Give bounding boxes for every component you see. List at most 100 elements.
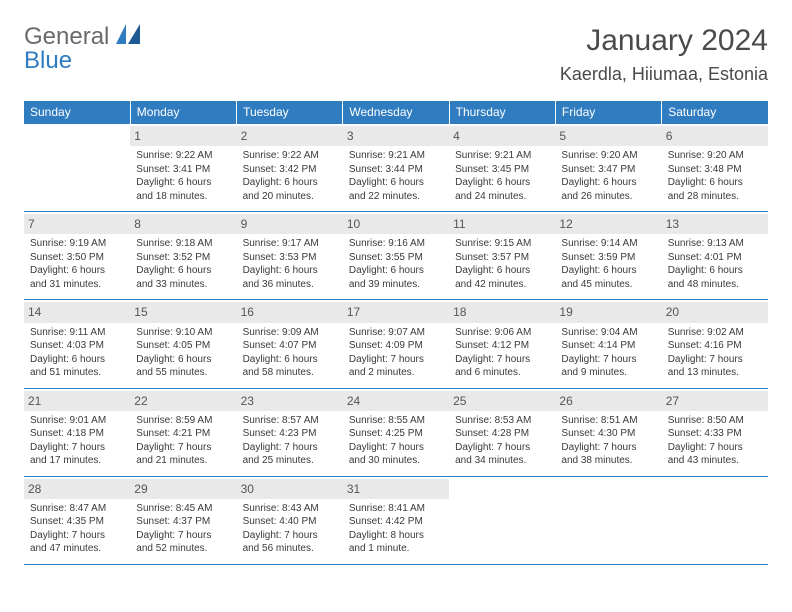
calendar-cell: 17Sunrise: 9:07 AMSunset: 4:09 PMDayligh… — [343, 300, 449, 388]
logo-text-block: General Blue — [24, 24, 140, 73]
sunset-text: Sunset: 4:01 PM — [668, 251, 762, 265]
daylight-text: Daylight: 7 hours — [243, 529, 337, 543]
sunset-text: Sunset: 4:37 PM — [136, 515, 230, 529]
day-number: 4 — [449, 126, 555, 146]
logo-word1: General — [24, 23, 109, 50]
daylight-text: and 43 minutes. — [668, 454, 762, 468]
day-number: 17 — [343, 302, 449, 322]
calendar-cell — [662, 476, 768, 564]
day-header: Tuesday — [237, 101, 343, 124]
sunrise-text: Sunrise: 9:21 AM — [455, 149, 549, 163]
day-number: 3 — [343, 126, 449, 146]
daylight-text: and 24 minutes. — [455, 190, 549, 204]
calendar-cell: 21Sunrise: 9:01 AMSunset: 4:18 PMDayligh… — [24, 388, 130, 476]
daylight-text: Daylight: 6 hours — [349, 176, 443, 190]
sunset-text: Sunset: 3:53 PM — [243, 251, 337, 265]
daylight-text: Daylight: 6 hours — [668, 264, 762, 278]
daylight-text: and 56 minutes. — [243, 542, 337, 556]
daylight-text: Daylight: 6 hours — [30, 353, 124, 367]
calendar-cell: 10Sunrise: 9:16 AMSunset: 3:55 PMDayligh… — [343, 212, 449, 300]
calendar-cell: 1Sunrise: 9:22 AMSunset: 3:41 PMDaylight… — [130, 124, 236, 212]
calendar-cell: 7Sunrise: 9:19 AMSunset: 3:50 PMDaylight… — [24, 212, 130, 300]
daylight-text: and 30 minutes. — [349, 454, 443, 468]
sunrise-text: Sunrise: 9:17 AM — [243, 237, 337, 251]
calendar-cell: 20Sunrise: 9:02 AMSunset: 4:16 PMDayligh… — [662, 300, 768, 388]
sunset-text: Sunset: 3:59 PM — [561, 251, 655, 265]
day-number: 11 — [449, 214, 555, 234]
daylight-text: Daylight: 7 hours — [136, 529, 230, 543]
sunrise-text: Sunrise: 9:20 AM — [668, 149, 762, 163]
sunset-text: Sunset: 3:50 PM — [30, 251, 124, 265]
sunrise-text: Sunrise: 9:16 AM — [349, 237, 443, 251]
sunrise-text: Sunrise: 9:18 AM — [136, 237, 230, 251]
day-header: Monday — [130, 101, 236, 124]
sunset-text: Sunset: 3:48 PM — [668, 163, 762, 177]
calendar-cell: 15Sunrise: 9:10 AMSunset: 4:05 PMDayligh… — [130, 300, 236, 388]
daylight-text: and 21 minutes. — [136, 454, 230, 468]
daylight-text: and 48 minutes. — [668, 278, 762, 292]
day-header: Friday — [555, 101, 661, 124]
daylight-text: Daylight: 6 hours — [30, 264, 124, 278]
daylight-text: and 34 minutes. — [455, 454, 549, 468]
calendar-cell: 6Sunrise: 9:20 AMSunset: 3:48 PMDaylight… — [662, 124, 768, 212]
daylight-text: Daylight: 6 hours — [561, 264, 655, 278]
daylight-text: Daylight: 6 hours — [455, 264, 549, 278]
calendar-cell: 9Sunrise: 9:17 AMSunset: 3:53 PMDaylight… — [237, 212, 343, 300]
sunrise-text: Sunrise: 8:41 AM — [349, 502, 443, 516]
daylight-text: and 1 minute. — [349, 542, 443, 556]
daylight-text: and 20 minutes. — [243, 190, 337, 204]
calendar-week: 1Sunrise: 9:22 AMSunset: 3:41 PMDaylight… — [24, 124, 768, 212]
sunrise-text: Sunrise: 8:51 AM — [561, 414, 655, 428]
sunrise-text: Sunrise: 9:06 AM — [455, 326, 549, 340]
daylight-text: and 31 minutes. — [30, 278, 124, 292]
sunrise-text: Sunrise: 9:21 AM — [349, 149, 443, 163]
logo: General Blue — [24, 24, 140, 73]
calendar-week: 14Sunrise: 9:11 AMSunset: 4:03 PMDayligh… — [24, 300, 768, 388]
sunrise-text: Sunrise: 9:01 AM — [30, 414, 124, 428]
page-title: January 2024 — [560, 24, 768, 58]
calendar-cell: 14Sunrise: 9:11 AMSunset: 4:03 PMDayligh… — [24, 300, 130, 388]
calendar-cell: 4Sunrise: 9:21 AMSunset: 3:45 PMDaylight… — [449, 124, 555, 212]
daylight-text: and 47 minutes. — [30, 542, 124, 556]
calendar-cell: 26Sunrise: 8:51 AMSunset: 4:30 PMDayligh… — [555, 388, 661, 476]
sunrise-text: Sunrise: 9:15 AM — [455, 237, 549, 251]
sunset-text: Sunset: 4:05 PM — [136, 339, 230, 353]
calendar-cell: 3Sunrise: 9:21 AMSunset: 3:44 PMDaylight… — [343, 124, 449, 212]
sunset-text: Sunset: 3:41 PM — [136, 163, 230, 177]
day-header: Thursday — [449, 101, 555, 124]
sunrise-text: Sunrise: 9:13 AM — [668, 237, 762, 251]
daylight-text: Daylight: 7 hours — [455, 353, 549, 367]
daylight-text: Daylight: 7 hours — [455, 441, 549, 455]
daylight-text: Daylight: 7 hours — [561, 441, 655, 455]
sunset-text: Sunset: 4:12 PM — [455, 339, 549, 353]
day-number: 26 — [555, 391, 661, 411]
daylight-text: Daylight: 6 hours — [136, 264, 230, 278]
day-number: 22 — [130, 391, 236, 411]
day-number: 19 — [555, 302, 661, 322]
daylight-text: and 58 minutes. — [243, 366, 337, 380]
day-header-row: SundayMondayTuesdayWednesdayThursdayFrid… — [24, 101, 768, 124]
sunset-text: Sunset: 4:09 PM — [349, 339, 443, 353]
logo-word2: Blue — [24, 47, 72, 74]
day-number: 23 — [237, 391, 343, 411]
sunset-text: Sunset: 4:14 PM — [561, 339, 655, 353]
day-number: 7 — [24, 214, 130, 234]
daylight-text: and 2 minutes. — [349, 366, 443, 380]
calendar-cell: 16Sunrise: 9:09 AMSunset: 4:07 PMDayligh… — [237, 300, 343, 388]
location-text: Kaerdla, Hiiumaa, Estonia — [560, 64, 768, 85]
calendar-cell: 24Sunrise: 8:55 AMSunset: 4:25 PMDayligh… — [343, 388, 449, 476]
day-header: Sunday — [24, 101, 130, 124]
calendar-week: 28Sunrise: 8:47 AMSunset: 4:35 PMDayligh… — [24, 476, 768, 564]
day-number: 29 — [130, 479, 236, 499]
daylight-text: Daylight: 6 hours — [136, 353, 230, 367]
daylight-text: and 26 minutes. — [561, 190, 655, 204]
calendar-cell: 28Sunrise: 8:47 AMSunset: 4:35 PMDayligh… — [24, 476, 130, 564]
daylight-text: Daylight: 6 hours — [349, 264, 443, 278]
day-number: 9 — [237, 214, 343, 234]
sunrise-text: Sunrise: 9:11 AM — [30, 326, 124, 340]
daylight-text: and 9 minutes. — [561, 366, 655, 380]
sunrise-text: Sunrise: 8:57 AM — [243, 414, 337, 428]
sunrise-text: Sunrise: 8:59 AM — [136, 414, 230, 428]
calendar-cell: 22Sunrise: 8:59 AMSunset: 4:21 PMDayligh… — [130, 388, 236, 476]
daylight-text: and 33 minutes. — [136, 278, 230, 292]
